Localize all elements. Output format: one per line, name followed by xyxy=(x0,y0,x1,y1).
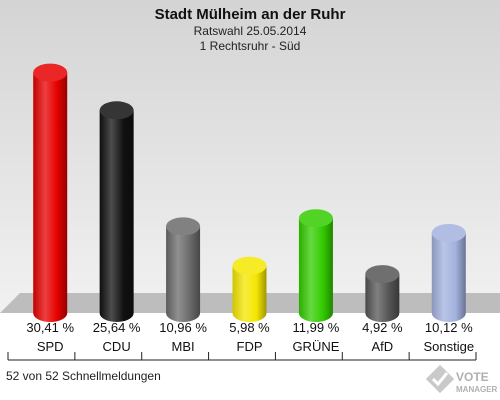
bar-top-cap xyxy=(166,217,201,236)
bar-top-cap xyxy=(431,223,466,242)
bar-body xyxy=(166,226,201,322)
bar-top-cap xyxy=(99,101,134,120)
bar-body xyxy=(365,274,400,322)
value-label: 10,96 % xyxy=(159,320,207,335)
category-label: FDP xyxy=(237,339,263,354)
bar-top-cap xyxy=(365,265,400,284)
bar-sonstige xyxy=(431,223,466,322)
bar-body xyxy=(99,110,134,322)
value-label: 11,99 % xyxy=(293,320,340,335)
bar-grüne xyxy=(298,209,333,322)
x-axis xyxy=(7,352,477,361)
bar-mbi xyxy=(166,217,201,322)
lower-background xyxy=(0,313,500,400)
bar-cdu xyxy=(99,101,134,322)
logo-text-vote: VOTE xyxy=(456,370,489,384)
value-label: 4,92 % xyxy=(362,320,403,335)
bar-afd xyxy=(365,265,400,322)
category-label: Sonstige xyxy=(423,339,474,354)
bar-fdp xyxy=(232,256,267,322)
logo-text-manager: MANAGER xyxy=(456,385,498,394)
bar-body xyxy=(33,72,68,322)
value-label: 25,64 % xyxy=(93,320,141,335)
bar-spd xyxy=(33,63,68,322)
value-label: 10,12 % xyxy=(425,320,473,335)
vote-manager-logo: VOTE MANAGER xyxy=(425,364,498,394)
ballot-check-icon xyxy=(425,364,455,394)
bar-top-cap xyxy=(298,209,333,228)
category-label: GRÜNE xyxy=(292,339,339,354)
value-label: 30,41 % xyxy=(26,320,74,335)
category-labels: SPD CDU MBI FDP GRÜNE AfD Sonstige xyxy=(37,339,474,354)
category-label: MBI xyxy=(172,339,195,354)
bar-body xyxy=(298,218,333,322)
bar-series xyxy=(33,63,466,322)
bar-top-cap xyxy=(33,63,68,82)
footer-note: 52 von 52 Schnellmeldungen xyxy=(6,369,161,383)
bar-top-cap xyxy=(232,256,267,275)
value-label: 5,98 % xyxy=(229,320,270,335)
category-label: AfD xyxy=(372,339,394,354)
bar-body xyxy=(431,232,466,322)
category-label: SPD xyxy=(37,339,64,354)
category-label: CDU xyxy=(103,339,131,354)
chart-title: Stadt Mülheim an der Ruhr xyxy=(155,6,346,23)
bar-body xyxy=(232,265,267,322)
chart-subtitle: Ratswahl 25.05.2014 xyxy=(194,24,307,38)
chart-district: 1 Rechtsruhr - Süd xyxy=(200,39,301,53)
value-labels: 30,41 % 25,64 % 10,96 % 5,98 % 11,99 % 4,92 %… xyxy=(26,320,473,335)
